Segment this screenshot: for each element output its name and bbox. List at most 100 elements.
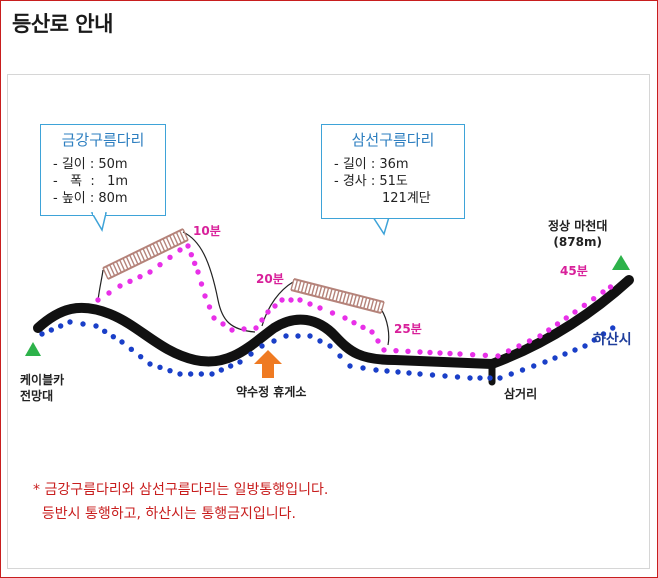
bridge-rung [122, 257, 129, 270]
route-dot [537, 333, 543, 339]
bridge-rung [142, 248, 149, 260]
route-dot [237, 359, 243, 365]
route-dot [342, 315, 348, 321]
route-dot [572, 347, 578, 353]
route-dot [457, 351, 463, 357]
route-dot [454, 374, 461, 380]
route-dot [106, 290, 112, 296]
bridge-rung [293, 279, 299, 292]
route-dot [177, 247, 183, 253]
route-dot [417, 371, 423, 377]
bridge-rung [366, 298, 371, 310]
bridge-cable [380, 308, 390, 346]
route-dot [554, 321, 561, 327]
bridge-rung [311, 284, 316, 296]
route-dot [526, 338, 533, 344]
route-dot [429, 372, 436, 378]
route-dot [369, 329, 375, 335]
bridge-rung [135, 251, 142, 264]
route-dot [185, 243, 191, 249]
route-dot [198, 281, 205, 287]
bridge-cable [182, 231, 256, 333]
bridge-rung [179, 230, 186, 242]
bridge-rung [349, 293, 354, 306]
bridge-rung [105, 266, 112, 278]
route-dot [381, 347, 387, 353]
bridge-rung [159, 240, 166, 252]
one-way-notice: * 금강구름다리와 삼선구름다리는 일방통행입니다. 등반시 통행하고, 하산시… [33, 478, 328, 526]
notice-line-1: * 금강구름다리와 삼선구름다리는 일방통행입니다. [33, 482, 329, 498]
samseon-bridge-name: 삼선구름다리 [351, 131, 435, 149]
route-dot [562, 351, 568, 357]
route-dot [437, 350, 443, 356]
route-dot [447, 350, 453, 357]
route-dot [607, 284, 614, 290]
summit-label: 정상 마천대 (878m) [548, 219, 608, 249]
bridge-rung [290, 278, 295, 291]
route-dot [147, 361, 153, 367]
bridge-rung [175, 231, 182, 244]
bridge-rung [152, 243, 159, 255]
descent-route [39, 319, 616, 381]
bridge-rung [369, 299, 375, 311]
bridge-rung [162, 238, 169, 251]
route-dot [259, 317, 265, 323]
route-dot [187, 371, 194, 377]
time-label-25min: 25분 [394, 322, 422, 336]
bridge-rung [338, 291, 344, 303]
samseon-steps: 121계단 [382, 191, 431, 206]
route-dot [137, 273, 143, 280]
bridge-rung [145, 246, 152, 259]
samseon-bridge-infobox: 삼선구름다리 - 길이 : 36m - 경사 : 51도 121계단 [321, 124, 465, 219]
route-dot [531, 363, 537, 369]
samseon-bridge-icon [290, 278, 385, 314]
route-dot [505, 348, 512, 354]
route-dot [127, 278, 133, 285]
summit-marker-icon [612, 255, 630, 270]
ascent-route [95, 243, 614, 359]
geumgang-bridge-icon [102, 228, 189, 280]
route-dot [93, 323, 99, 329]
rest-area-arrow-icon [254, 350, 282, 378]
cable-car-label: 케이블카 전망대 [20, 373, 65, 403]
route-dot [360, 365, 366, 371]
route-dot [581, 302, 588, 309]
route-dot [265, 309, 271, 315]
route-dot [360, 324, 366, 331]
bridge-rung [314, 285, 319, 297]
route-dot [297, 297, 303, 303]
bridge-rung [345, 292, 351, 305]
bridge-rung [149, 244, 156, 257]
rest-area-label: 약수정 휴게소 [236, 385, 307, 399]
notice-line-2: 등반시 통행하고, 하산시는 통행금지입니다. [33, 506, 296, 522]
bridge-rung [300, 281, 306, 293]
route-dot [147, 269, 153, 275]
route-dot [406, 370, 412, 376]
route-dot [191, 260, 198, 267]
bridge-rung [380, 301, 385, 314]
route-dot [469, 351, 476, 358]
route-dot [482, 352, 489, 359]
bridge-rung [172, 233, 179, 246]
bridge-rung [119, 259, 126, 272]
route-dot [337, 353, 343, 359]
route-dot [610, 325, 616, 331]
route-dot [375, 338, 381, 344]
bridge-rung [112, 262, 119, 275]
route-dot [101, 328, 108, 335]
route-dot [259, 343, 265, 349]
bridge-rung [331, 289, 337, 301]
samseon-length: - 길이 : 36m [334, 157, 409, 172]
route-dot [600, 331, 607, 337]
route-dot [467, 375, 473, 381]
bridge-rung [115, 261, 122, 273]
route-dot [272, 303, 278, 309]
bridge-rung [356, 295, 361, 307]
bridge-rung [373, 300, 378, 312]
bridge-rung [155, 241, 162, 254]
bridge-rung [132, 253, 139, 265]
geumgang-height: - 높이 : 80m [53, 191, 128, 206]
route-dot [307, 301, 313, 307]
route-dot [218, 367, 225, 373]
route-dot [600, 289, 606, 295]
